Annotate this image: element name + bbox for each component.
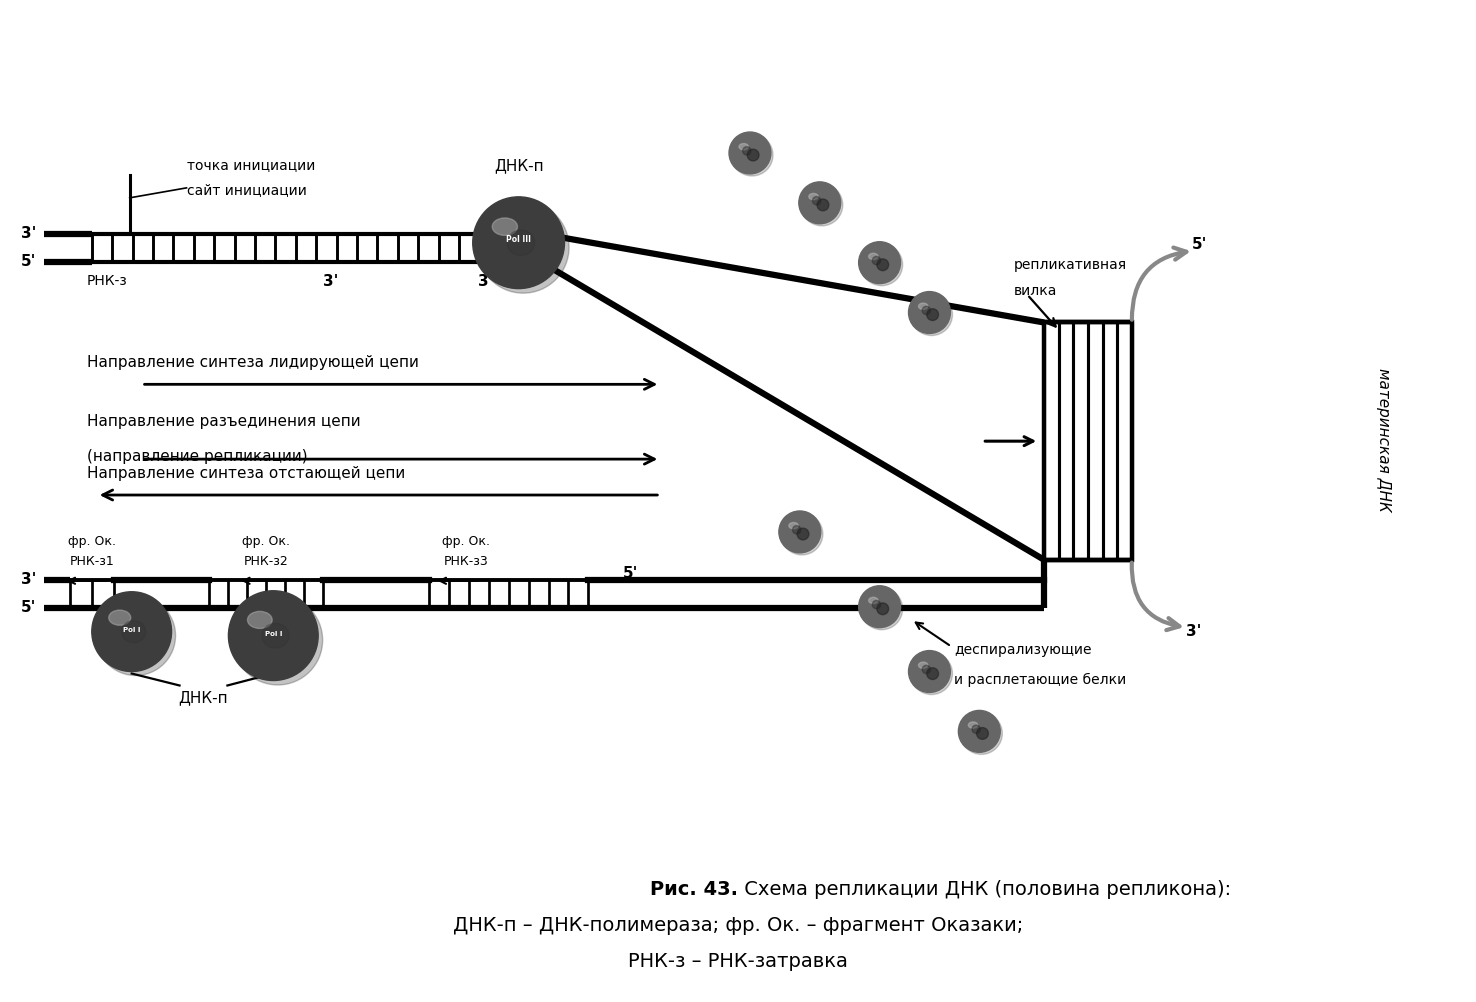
Text: и расплетающие белки: и расплетающие белки [955,672,1126,686]
Text: ДНК-п: ДНК-п [494,158,543,173]
Circle shape [781,513,822,555]
Ellipse shape [868,597,878,603]
Text: сайт инициации: сайт инициации [186,182,307,196]
Text: 3': 3' [21,572,37,587]
Text: 5': 5' [21,600,37,615]
Circle shape [872,257,881,265]
Text: Рис. 43.: Рис. 43. [649,881,738,900]
Circle shape [747,149,759,161]
Circle shape [818,199,830,210]
Text: деспирализующие: деспирализующие [955,642,1092,656]
FancyArrowPatch shape [1132,247,1187,320]
Circle shape [797,528,809,540]
Ellipse shape [788,522,799,529]
Text: Схема репликации ДНК (половина репликона):: Схема репликации ДНК (половина репликона… [738,881,1231,900]
Text: фр. Ок.: фр. Ок. [242,535,291,548]
Circle shape [973,725,980,733]
Circle shape [927,667,939,679]
Bar [1044,323,1132,560]
Text: Pol I: Pol I [123,626,140,632]
Text: 3': 3' [1187,624,1201,639]
Ellipse shape [918,303,928,310]
Text: ДНК-п – ДНК-полимераза; фр. Ок. – фрагмент Оказаки;: ДНК-п – ДНК-полимераза; фр. Ок. – фрагме… [453,916,1023,935]
Circle shape [96,596,176,675]
Circle shape [922,307,930,315]
Text: фр. Ок.: фр. Ок. [68,535,115,548]
Circle shape [877,603,889,614]
Circle shape [859,241,900,284]
Text: РНК-з: РНК-з [87,274,127,288]
Text: 5': 5' [21,255,37,270]
Text: 5': 5' [1193,237,1207,253]
Text: Pol III: Pol III [506,235,531,244]
Circle shape [812,196,821,205]
Ellipse shape [868,254,878,260]
Ellipse shape [121,620,146,642]
Circle shape [729,132,770,174]
Circle shape [872,600,881,609]
Ellipse shape [809,193,818,199]
Circle shape [909,650,951,692]
Text: РНК-з3: РНК-з3 [443,555,489,568]
Text: РНК-з – РНК-затравка: РНК-з – РНК-затравка [629,952,847,971]
Circle shape [779,511,821,553]
Circle shape [911,652,952,694]
Circle shape [911,294,952,336]
Circle shape [861,243,903,286]
Ellipse shape [739,143,748,150]
Circle shape [233,595,323,685]
Circle shape [909,292,951,334]
Circle shape [793,526,801,534]
Circle shape [472,196,564,289]
Circle shape [961,712,1002,755]
Text: 3': 3' [21,226,37,241]
Text: точка инициации: точка инициации [186,158,314,172]
Ellipse shape [918,662,928,668]
Text: ДНК-п: ДНК-п [179,690,229,705]
Text: фр. Ок.: фр. Ок. [441,535,490,548]
Ellipse shape [263,623,289,648]
Circle shape [922,665,930,673]
Circle shape [877,259,889,271]
Ellipse shape [508,230,534,256]
Text: Направление разъединения цепи: Направление разъединения цепи [87,414,360,429]
Circle shape [958,710,1001,753]
Text: 5': 5' [623,566,638,581]
Circle shape [731,134,773,176]
Text: вилка: вилка [1014,284,1058,298]
Text: (направление репликации): (направление репликации) [87,449,307,464]
Text: Pol I: Pol I [264,630,282,636]
Text: 3': 3' [323,274,339,289]
Circle shape [742,146,751,155]
Circle shape [92,592,171,671]
Text: Направление синтеза лидирующей цепи: Направление синтеза лидирующей цепи [87,356,419,371]
Text: РНК-з1: РНК-з1 [69,555,114,568]
Text: репликативная: репликативная [1014,258,1128,272]
Ellipse shape [248,611,272,628]
Circle shape [977,727,989,739]
Text: материнская ДНК: материнская ДНК [1376,368,1390,512]
Ellipse shape [492,218,518,235]
Ellipse shape [109,610,131,625]
Circle shape [477,201,570,294]
FancyArrowPatch shape [1132,562,1179,630]
Circle shape [859,586,900,627]
Text: Направление синтеза отстающей цепи: Направление синтеза отстающей цепи [87,466,404,481]
Ellipse shape [968,721,977,728]
Text: 3': 3' [478,274,493,289]
Text: РНК-з2: РНК-з2 [244,555,289,568]
Circle shape [861,588,903,629]
Circle shape [229,591,319,680]
Circle shape [801,184,843,225]
Circle shape [927,309,939,321]
Circle shape [799,182,841,223]
